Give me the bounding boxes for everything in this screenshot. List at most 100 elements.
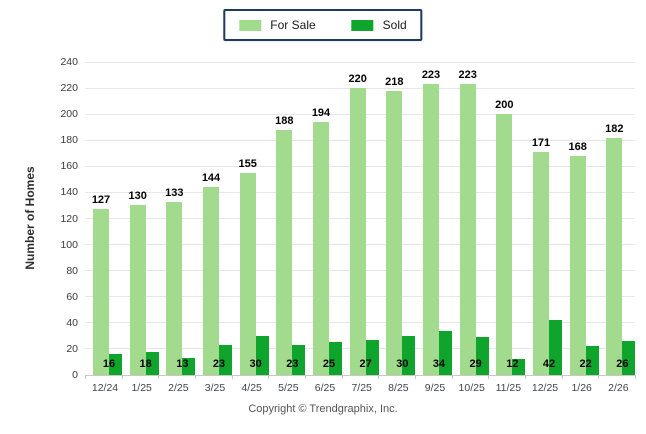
sold-value-label: 18	[139, 358, 152, 370]
y-axis-title: Number of Homes	[23, 166, 37, 270]
x-axis-tick-mark	[341, 375, 343, 379]
for-sale-value-label: 200	[495, 99, 514, 112]
for-sale-value-label: 194	[311, 107, 331, 119]
x-axis-tick-label: 1/25	[131, 382, 152, 394]
for-sale-legend-swatch	[239, 19, 262, 31]
y-axis-tick-label: 160	[60, 160, 78, 173]
for-sale-bar	[349, 88, 366, 375]
x-axis-tick-mark	[451, 375, 453, 379]
sold-bar	[439, 330, 452, 375]
for-sale-value-label: 127	[91, 194, 111, 207]
sold-value-label: 25	[322, 358, 336, 370]
sold-bar	[365, 339, 379, 375]
x-axis-tick-mark	[195, 375, 196, 379]
sold-value-label: 13	[176, 358, 189, 370]
x-axis-tick-label: 2/25	[168, 382, 189, 394]
sold-value-label: 29	[469, 358, 482, 370]
sold-bar	[109, 354, 122, 375]
x-axis-tick-mark	[231, 375, 233, 379]
x-axis-tick-label: 9/25	[424, 382, 446, 394]
for-sale-value-label: 171	[531, 137, 551, 149]
for-sale-value-label: 220	[348, 73, 367, 86]
for-sale-value-label: 218	[385, 75, 404, 88]
y-axis-tick-label: 60	[66, 290, 78, 303]
sold-bar	[585, 346, 599, 375]
x-axis-tick-mark	[121, 375, 123, 379]
x-axis-tick-mark	[488, 375, 490, 379]
for-sale-bar	[496, 114, 513, 375]
x-axis-tick-mark	[378, 375, 380, 379]
sold-bar	[475, 337, 489, 375]
y-axis-tick-label: 80	[66, 264, 78, 277]
sold-bar	[255, 335, 269, 375]
gridline	[85, 87, 635, 89]
sold-bar	[329, 342, 342, 375]
sold-value-label: 42	[542, 358, 556, 370]
sold-legend-label: Sold	[382, 18, 407, 32]
x-axis-tick-mark	[268, 375, 270, 379]
y-axis-tick-label: 220	[60, 82, 78, 95]
x-axis-tick-label: 5/25	[278, 382, 299, 394]
sold-bar	[512, 359, 526, 375]
for-sale-value-label: 144	[201, 172, 221, 185]
x-axis-tick-label: 8/25	[388, 382, 409, 394]
for-sale-bar	[569, 155, 586, 375]
for-sale-value-label: 168	[568, 140, 587, 153]
x-axis-tick-label: 3/25	[204, 382, 226, 394]
x-axis-tick-label: 6/25	[314, 382, 336, 394]
y-axis-tick-label: 240	[60, 56, 78, 68]
sold-bar	[182, 358, 196, 375]
legend: For Sale Sold	[223, 9, 423, 41]
x-axis-tick-label: 7/25	[351, 382, 372, 394]
for-sale-bar	[239, 172, 256, 375]
x-axis-tick-mark	[561, 375, 563, 379]
sold-value-label: 23	[212, 358, 226, 370]
sold-value-label: 30	[249, 358, 262, 370]
y-axis-tick-label: 0	[72, 369, 78, 381]
for-sale-value-label: 188	[275, 114, 294, 127]
sold-value-label: 26	[616, 358, 629, 370]
x-axis-tick-mark	[525, 375, 526, 379]
sold-bar	[622, 341, 636, 375]
sold-bar	[292, 345, 306, 375]
x-axis-tick-mark	[158, 375, 160, 379]
for-sale-bar	[166, 201, 183, 375]
sold-bar	[549, 320, 562, 375]
sold-legend-swatch	[351, 19, 374, 31]
x-axis-line	[85, 374, 635, 376]
for-sale-bar	[386, 90, 403, 375]
sold-bar	[219, 345, 232, 375]
for-sale-value-label: 182	[605, 122, 624, 135]
for-sale-bar	[459, 84, 476, 375]
x-axis-tick-mark	[415, 375, 416, 379]
for-sale-bar	[129, 205, 146, 375]
for-sale-bar	[313, 122, 329, 375]
x-axis-tick-label: 1/26	[571, 382, 592, 394]
x-axis-tick-label: 4/25	[241, 382, 262, 394]
for-sale-bar	[533, 152, 549, 375]
gridline	[85, 61, 635, 63]
x-axis-tick-mark	[305, 375, 306, 379]
x-axis-tick-label: 12/24	[91, 382, 119, 394]
y-axis-tick-label: 20	[66, 342, 78, 355]
for-sale-value-label: 130	[128, 190, 147, 203]
y-axis-tick-label: 120	[60, 212, 78, 225]
sold-value-label: 23	[286, 358, 299, 370]
sold-value-label: 30	[396, 358, 409, 370]
copyright-text: Copyright © Trendgraphix, Inc.	[248, 403, 398, 415]
for-sale-value-label: 133	[165, 186, 184, 199]
x-axis-tick-mark	[635, 375, 636, 379]
for-sale-value-label: 155	[238, 157, 257, 170]
x-axis-tick-label: 2/26	[608, 382, 629, 394]
x-axis-tick-mark	[598, 375, 600, 379]
for-sale-bar	[276, 129, 293, 375]
y-axis-tick-label: 180	[60, 134, 78, 147]
plot-area: 0 20 40 60 80 100 120 140 160 180 200 220 240 127 16 12…	[60, 56, 636, 394]
sold-value-label: 27	[359, 358, 372, 370]
sold-bar	[145, 351, 159, 375]
y-axis-tick-label: 100	[60, 238, 78, 251]
sold-value-label: 12	[506, 358, 519, 370]
x-axis-tick-mark	[85, 375, 86, 379]
x-axis-tick-label: 12/25	[531, 382, 559, 394]
sold-bar	[402, 335, 416, 375]
